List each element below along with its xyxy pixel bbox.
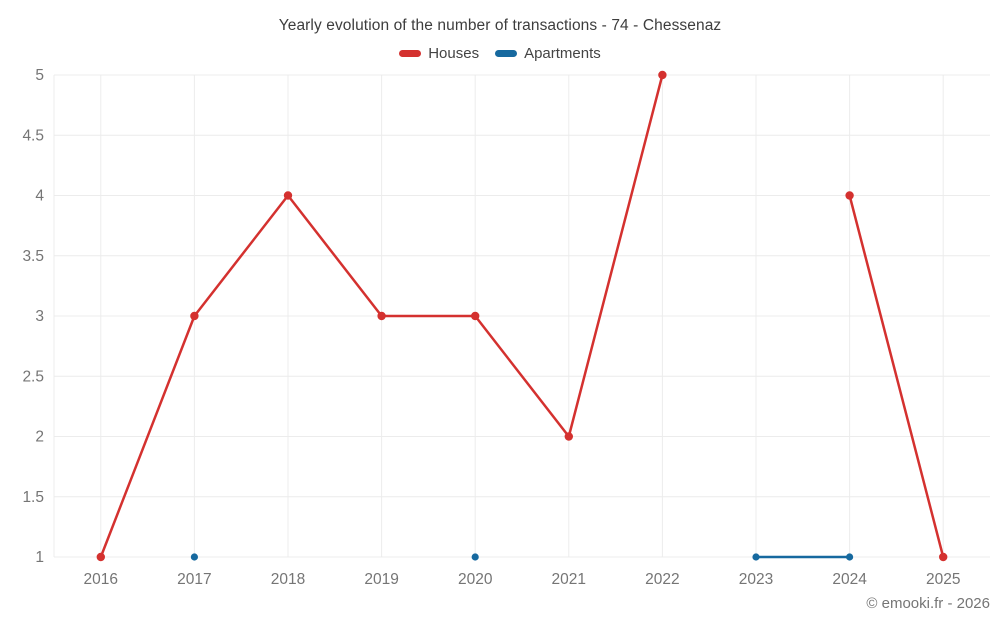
copyright: © emooki.fr - 2026 [866, 595, 990, 612]
svg-text:2021: 2021 [552, 571, 586, 588]
apartments-swatch-icon [495, 50, 518, 57]
legend: Houses Apartments [0, 45, 1000, 62]
svg-text:2025: 2025 [926, 571, 960, 588]
svg-text:2023: 2023 [739, 571, 773, 588]
svg-text:1.5: 1.5 [22, 489, 44, 506]
svg-text:2019: 2019 [364, 571, 398, 588]
svg-text:2018: 2018 [271, 571, 305, 588]
svg-text:1: 1 [35, 549, 44, 566]
svg-text:2: 2 [35, 429, 44, 446]
legend-item-houses[interactable]: Houses [399, 45, 479, 62]
svg-text:2024: 2024 [832, 571, 867, 588]
svg-text:5: 5 [35, 67, 44, 84]
svg-text:2020: 2020 [458, 571, 493, 588]
svg-text:4: 4 [35, 188, 44, 205]
legend-label-apartments: Apartments [524, 45, 601, 62]
svg-text:2.5: 2.5 [22, 368, 44, 385]
svg-text:2016: 2016 [84, 571, 118, 588]
chart-title: Yearly evolution of the number of transa… [278, 17, 722, 34]
svg-text:2022: 2022 [645, 571, 679, 588]
legend-item-apartments[interactable]: Apartments [495, 45, 601, 62]
legend-label-houses: Houses [428, 45, 480, 62]
svg-text:2017: 2017 [177, 571, 211, 588]
svg-text:3: 3 [35, 308, 44, 325]
houses-swatch-icon [399, 50, 422, 57]
svg-text:4.5: 4.5 [22, 127, 44, 144]
svg-text:3.5: 3.5 [22, 248, 44, 265]
